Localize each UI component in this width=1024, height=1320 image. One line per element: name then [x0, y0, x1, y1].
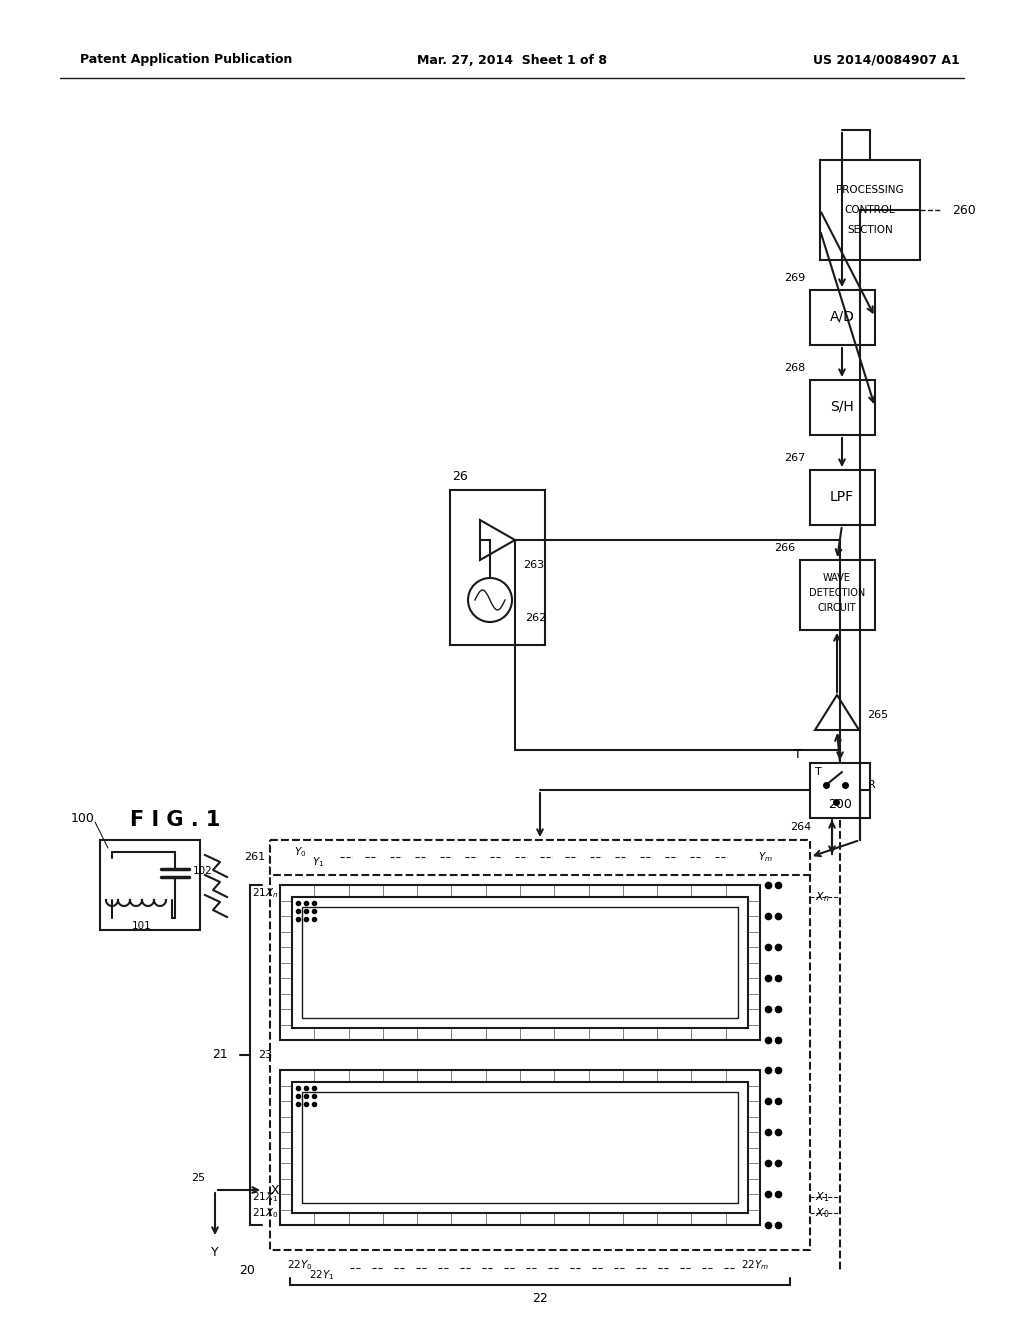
Text: 268: 268	[783, 363, 805, 374]
Text: CIRCUIT: CIRCUIT	[818, 603, 856, 612]
Text: $21X_1$: $21X_1$	[252, 1191, 278, 1204]
Bar	[270, 840, 810, 1250]
Text: $Y_1$: $Y_1$	[312, 855, 325, 869]
Text: 102: 102	[193, 866, 213, 876]
Text: 25: 25	[190, 1173, 205, 1183]
Text: 260: 260	[952, 203, 976, 216]
Text: 200: 200	[828, 799, 852, 812]
Bar	[302, 907, 738, 1018]
Text: $X_n$: $X_n$	[815, 890, 829, 904]
Bar	[302, 1092, 738, 1203]
Text: CONTROL: CONTROL	[845, 205, 895, 215]
Text: 101: 101	[132, 921, 152, 931]
Text: T: T	[815, 767, 821, 777]
Text: 22: 22	[532, 1291, 548, 1304]
Text: $21X_n$: $21X_n$	[252, 886, 278, 900]
Bar	[810, 380, 874, 436]
Text: DETECTION: DETECTION	[809, 587, 865, 598]
Text: 267: 267	[783, 453, 805, 463]
Text: 263: 263	[523, 560, 544, 570]
Bar	[270, 840, 810, 875]
Bar	[100, 840, 200, 931]
Text: LPF: LPF	[829, 490, 854, 504]
Text: 264: 264	[790, 822, 811, 832]
Text: 265: 265	[867, 710, 888, 719]
Text: A/D: A/D	[829, 310, 854, 323]
Text: $22Y_1$: $22Y_1$	[309, 1269, 335, 1282]
Bar	[292, 898, 748, 1028]
Bar	[820, 160, 920, 260]
Text: $Y_0$: $Y_0$	[294, 845, 306, 859]
Text: SECTION: SECTION	[847, 224, 893, 235]
Text: PROCESSING: PROCESSING	[837, 185, 904, 195]
Text: 100: 100	[71, 812, 95, 825]
Text: R: R	[868, 780, 876, 789]
Text: 21: 21	[212, 1048, 228, 1061]
Text: S/H: S/H	[830, 400, 854, 414]
Bar	[450, 490, 545, 645]
Text: $X_0$: $X_0$	[815, 1206, 829, 1220]
Text: 261: 261	[244, 851, 265, 862]
Text: Patent Application Publication: Patent Application Publication	[80, 54, 293, 66]
Bar	[800, 560, 874, 630]
Bar	[280, 1071, 760, 1225]
Text: 26: 26	[452, 470, 468, 483]
Text: 266: 266	[774, 543, 795, 553]
Bar	[280, 884, 760, 1040]
Text: T: T	[795, 748, 802, 762]
Bar	[810, 470, 874, 525]
Text: X: X	[270, 1184, 280, 1196]
Text: $22Y_m$: $22Y_m$	[741, 1258, 769, 1272]
Text: Mar. 27, 2014  Sheet 1 of 8: Mar. 27, 2014 Sheet 1 of 8	[417, 54, 607, 66]
Text: 23: 23	[258, 1049, 272, 1060]
Bar	[810, 763, 870, 818]
Text: US 2014/0084907 A1: US 2014/0084907 A1	[813, 54, 961, 66]
Text: 20: 20	[240, 1263, 255, 1276]
Text: WAVE: WAVE	[823, 573, 851, 583]
Text: $21X_0$: $21X_0$	[252, 1206, 278, 1220]
Text: $22Y_0$: $22Y_0$	[287, 1258, 313, 1272]
Text: 269: 269	[783, 273, 805, 282]
Bar	[292, 1082, 748, 1213]
Text: $Y_m$: $Y_m$	[758, 850, 772, 863]
Bar	[810, 290, 874, 345]
Text: $X_1$: $X_1$	[815, 1191, 829, 1204]
Text: 262: 262	[525, 612, 546, 623]
Text: Y: Y	[211, 1246, 219, 1258]
Text: F I G . 1: F I G . 1	[130, 810, 220, 830]
